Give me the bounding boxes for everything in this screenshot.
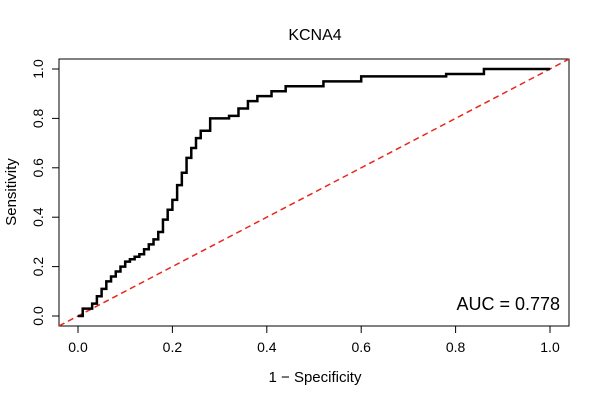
roc-point bbox=[237, 107, 240, 110]
roc-point bbox=[101, 288, 103, 290]
reference-diagonal-line bbox=[58, 58, 570, 327]
plot-frame bbox=[58, 58, 570, 327]
roc-point bbox=[129, 258, 131, 260]
roc-point bbox=[549, 68, 551, 70]
roc-point bbox=[143, 248, 145, 250]
roc-point bbox=[110, 275, 112, 278]
roc-point bbox=[200, 130, 202, 132]
roc-point bbox=[195, 137, 197, 139]
roc-point bbox=[171, 199, 173, 201]
roc-point bbox=[124, 261, 126, 263]
roc-points bbox=[77, 68, 551, 317]
x-tick-label: 0.6 bbox=[351, 339, 371, 355]
roc-point bbox=[91, 303, 93, 305]
x-axis: 0.0 0.2 0.4 0.6 0.8 1.0 bbox=[68, 326, 560, 355]
y-tick-label: 0.6 bbox=[30, 158, 46, 178]
roc-point bbox=[162, 219, 164, 221]
roc-point bbox=[219, 117, 221, 119]
x-tick-label: 0.0 bbox=[68, 339, 88, 355]
roc-point bbox=[407, 75, 409, 78]
roc-point bbox=[185, 157, 188, 159]
roc-point bbox=[115, 270, 117, 273]
roc-point bbox=[176, 184, 178, 186]
roc-point bbox=[77, 315, 79, 317]
chart-title: KCNA4 bbox=[288, 27, 341, 44]
roc-point bbox=[247, 100, 249, 102]
roc-point bbox=[209, 117, 211, 119]
y-axis: 0.0 0.2 0.4 0.6 0.8 1.0 bbox=[30, 59, 59, 326]
roc-point bbox=[285, 85, 287, 87]
roc-point bbox=[299, 85, 301, 87]
roc-point bbox=[134, 256, 136, 258]
roc-point bbox=[228, 115, 230, 117]
roc-point bbox=[360, 75, 362, 78]
y-tick-label: 0.2 bbox=[30, 257, 46, 277]
roc-point bbox=[138, 253, 140, 255]
roc-point bbox=[148, 243, 150, 245]
roc-point bbox=[256, 95, 258, 97]
roc-point bbox=[167, 209, 169, 211]
x-tick-label: 1.0 bbox=[540, 339, 560, 355]
y-tick-label: 0.8 bbox=[30, 108, 46, 128]
roc-point bbox=[483, 68, 485, 70]
y-tick-label: 1.0 bbox=[30, 59, 46, 79]
roc-point bbox=[270, 90, 273, 92]
roc-point bbox=[322, 80, 325, 82]
roc-point bbox=[119, 266, 122, 268]
y-axis-label: Sensitivity bbox=[3, 158, 20, 226]
x-tick-label: 0.4 bbox=[257, 339, 277, 355]
roc-point bbox=[152, 238, 155, 241]
x-tick-label: 0.2 bbox=[163, 339, 183, 355]
roc-point bbox=[157, 231, 159, 233]
y-tick-label: 0.0 bbox=[30, 306, 46, 326]
y-tick-label: 0.4 bbox=[30, 207, 46, 227]
roc-point bbox=[82, 312, 84, 315]
auc-annotation: AUC = 0.778 bbox=[456, 294, 560, 314]
x-axis-label: 1 − Specificity bbox=[269, 369, 362, 386]
x-tick-label: 0.8 bbox=[446, 339, 466, 355]
roc-point bbox=[190, 147, 192, 149]
roc-point bbox=[445, 73, 447, 75]
roc-point bbox=[86, 307, 89, 310]
roc-point bbox=[96, 295, 98, 297]
roc-point bbox=[105, 280, 107, 283]
roc-point bbox=[181, 172, 183, 174]
roc-point bbox=[82, 307, 84, 310]
